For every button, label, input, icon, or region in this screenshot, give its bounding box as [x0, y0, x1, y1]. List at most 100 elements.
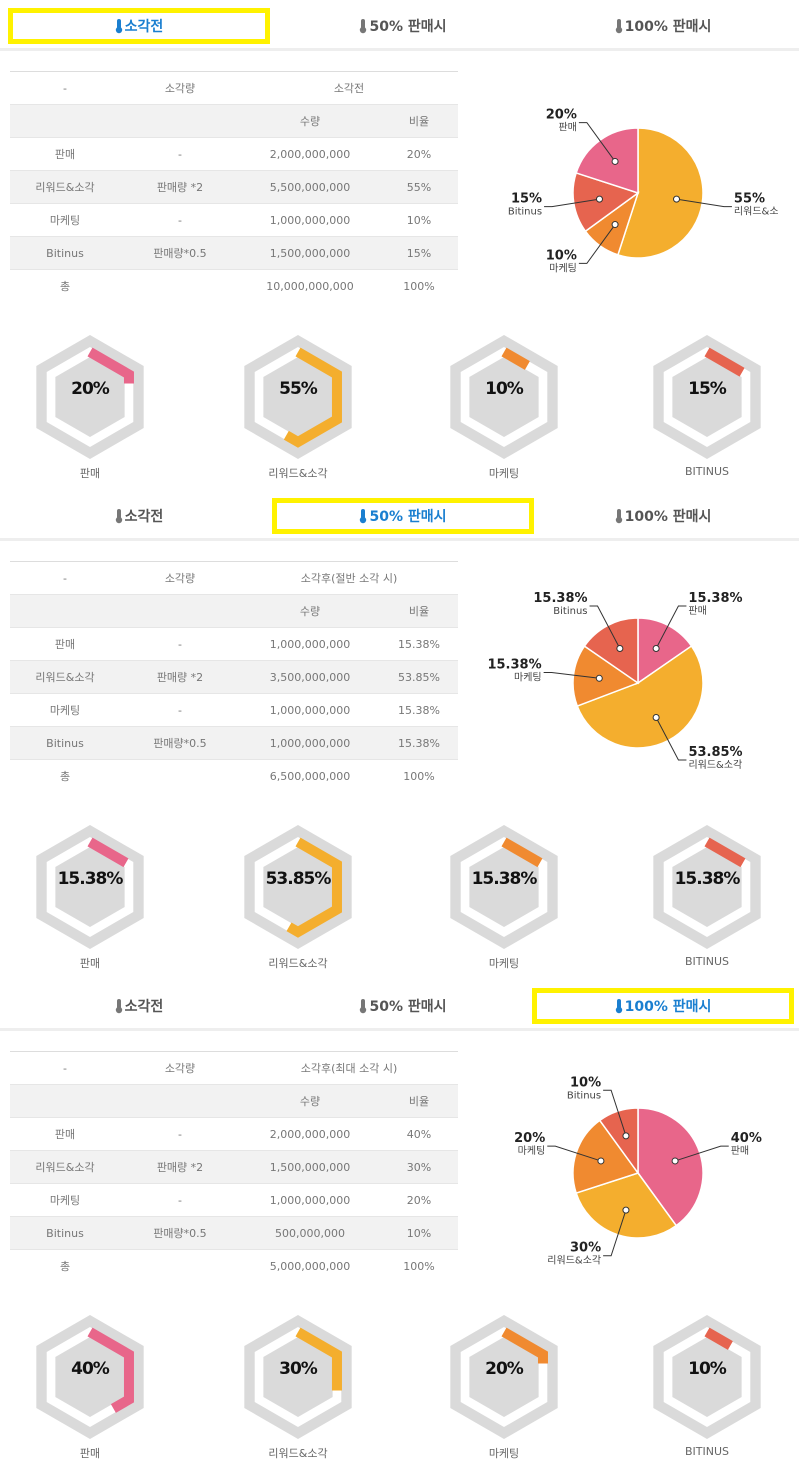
- tab-0[interactable]: 소각전: [8, 8, 270, 44]
- callout-dot: [652, 644, 660, 652]
- pie-value-label: 40%: [731, 1131, 762, 1146]
- table-cell: 판매: [10, 627, 120, 661]
- tab-bar: 소각전 50% 판매시 100% 판매시: [0, 0, 799, 51]
- table-row: Bitinus 판매량*0.5 1,000,000,000 15.38%: [10, 726, 458, 760]
- table-cell: 리워드&소각: [10, 170, 120, 204]
- callout-dot: [597, 1157, 605, 1165]
- table-subheader-row: 수량 비율: [10, 594, 458, 628]
- hex-label: 리워드&소각: [268, 1447, 328, 1460]
- hex-gauge: 15.38% 판매: [25, 825, 155, 970]
- table-cell: Bitinus: [10, 726, 120, 760]
- table-cell: 10%: [380, 1216, 458, 1250]
- table-row: 리워드&소각 판매량 *2 5,500,000,000 55%: [10, 170, 458, 204]
- table-cell: [120, 759, 240, 792]
- table-row: 리워드&소각 판매량 *2 1,500,000,000 30%: [10, 1150, 458, 1184]
- table-cell: 리워드&소각: [10, 1150, 120, 1184]
- table-cell: 100%: [380, 1249, 458, 1282]
- pie-value-label: 15.38%: [533, 591, 587, 606]
- pie-chart: 40%판매 30%리워드&소각 20%마케팅 10%Bitinus: [514, 1075, 762, 1266]
- callout-dot: [673, 195, 681, 203]
- pie-category-label: 마케팅: [514, 672, 542, 684]
- callout-line: [674, 1145, 729, 1162]
- table-row: 판매 -1,000,000,000 15.38%: [10, 627, 458, 661]
- tab-2[interactable]: 100% 판매시: [532, 498, 794, 534]
- hex-label: BITINUS: [684, 465, 730, 478]
- hex-progress: [254, 837, 342, 938]
- hex-label: 마케팅: [488, 1447, 520, 1460]
- tab-label: 50% 판매시: [369, 999, 447, 1015]
- table-cell: 1,500,000,000: [240, 1150, 380, 1184]
- header-cell: 소각후(최대 소각 시): [240, 1051, 458, 1085]
- table-cell: 15.38%: [380, 726, 458, 760]
- hex-progress: [254, 1327, 342, 1428]
- hex-inner: [55, 357, 125, 437]
- tab-1[interactable]: 50% 판매시: [272, 988, 534, 1024]
- hex-label: 리워드&소각: [268, 957, 328, 970]
- table-cell: 15.38%: [380, 693, 458, 727]
- subheader-cell: 비율: [380, 1084, 458, 1118]
- pie-value-label: 53.85%: [688, 745, 742, 760]
- pie-category-label: 리워드&소각: [734, 205, 778, 218]
- hex-inner: [672, 357, 742, 437]
- table-cell: 40%: [380, 1117, 458, 1151]
- table-cell: 판매량 *2: [120, 170, 240, 204]
- hex-value: 30%: [279, 1359, 318, 1379]
- hex-inner: [469, 847, 539, 927]
- thermometer-icon: [615, 999, 622, 1014]
- hex-inner: [263, 1337, 333, 1417]
- callout-line: [603, 1089, 627, 1137]
- hex-gauge-graphic: [450, 825, 558, 949]
- pie-value-label: 20%: [514, 1131, 545, 1146]
- table-row: 리워드&소각 판매량 *2 3,500,000,000 53.85%: [10, 660, 458, 694]
- tab-0[interactable]: 소각전: [8, 498, 270, 534]
- table-cell: [120, 269, 240, 302]
- hex-gauge: 53.85% 리워드&소각: [233, 825, 363, 970]
- pie-category-label: 리워드&소각: [688, 758, 742, 771]
- tab-1[interactable]: 50% 판매시: [272, 8, 534, 44]
- table-cell: 53.85%: [380, 660, 458, 694]
- hex-value: 15.38%: [57, 869, 124, 889]
- hex-gauge: 10% 마케팅: [439, 335, 569, 480]
- callout-line: [655, 605, 687, 649]
- hex-label: 판매: [79, 957, 101, 970]
- tab-2[interactable]: 100% 판매시: [532, 988, 794, 1024]
- table-cell: 마케팅: [10, 1183, 120, 1217]
- table-cell: 총: [10, 759, 120, 792]
- thermometer-icon: [360, 999, 367, 1014]
- subheader-cell: 수량: [240, 104, 380, 138]
- table-cell: 판매: [10, 1117, 120, 1151]
- hex-gauge: 15.38% 마케팅: [439, 825, 569, 970]
- hex-gauge: 30% 리워드&소각: [233, 1315, 363, 1460]
- hex-inner: [672, 1337, 742, 1417]
- tab-2[interactable]: 100% 판매시: [532, 8, 794, 44]
- table-cell: 판매량 *2: [120, 660, 240, 694]
- distribution-table: - 소각량 소각후(절반 소각 시) 수량 비율 판매 -1,000,000,000 15.3…: [10, 561, 458, 792]
- header-cell: 소각전: [240, 71, 458, 105]
- table-row: 마케팅 -1,000,000,000 15.38%: [10, 693, 458, 727]
- callout-line: [603, 1209, 627, 1257]
- table-cell: 2,000,000,000: [240, 1117, 380, 1151]
- hex-value: 20%: [485, 1359, 524, 1379]
- subheader-cell: 수량: [240, 1084, 380, 1118]
- hex-gauge-graphic: [653, 825, 761, 949]
- hex-gauge: 55% 리워드&소각: [233, 335, 363, 480]
- hex-inner: [55, 847, 125, 927]
- thermometer-icon: [615, 509, 622, 524]
- table-cell: 판매량 *2: [120, 1150, 240, 1184]
- hex-inner: [263, 357, 333, 437]
- tab-label: 50% 판매시: [369, 19, 447, 35]
- header-cell: -: [10, 71, 120, 105]
- table-cell: -: [120, 203, 240, 237]
- hex-label: BITINUS: [684, 955, 730, 968]
- hex-gauge-graphic: [244, 335, 352, 459]
- hex-value: 10%: [485, 379, 524, 399]
- table-cell: 100%: [380, 759, 458, 792]
- tab-0[interactable]: 소각전: [8, 988, 270, 1024]
- table-header-row: - 소각량 소각후(최대 소각 시): [10, 1051, 458, 1085]
- tab-1[interactable]: 50% 판매시: [272, 498, 534, 534]
- hex-gauge-graphic: [244, 825, 352, 949]
- table-cell: -: [120, 1183, 240, 1217]
- hex-gauge-graphic: [450, 1315, 558, 1439]
- table-cell: 10%: [380, 203, 458, 237]
- thermometer-icon: [360, 509, 367, 524]
